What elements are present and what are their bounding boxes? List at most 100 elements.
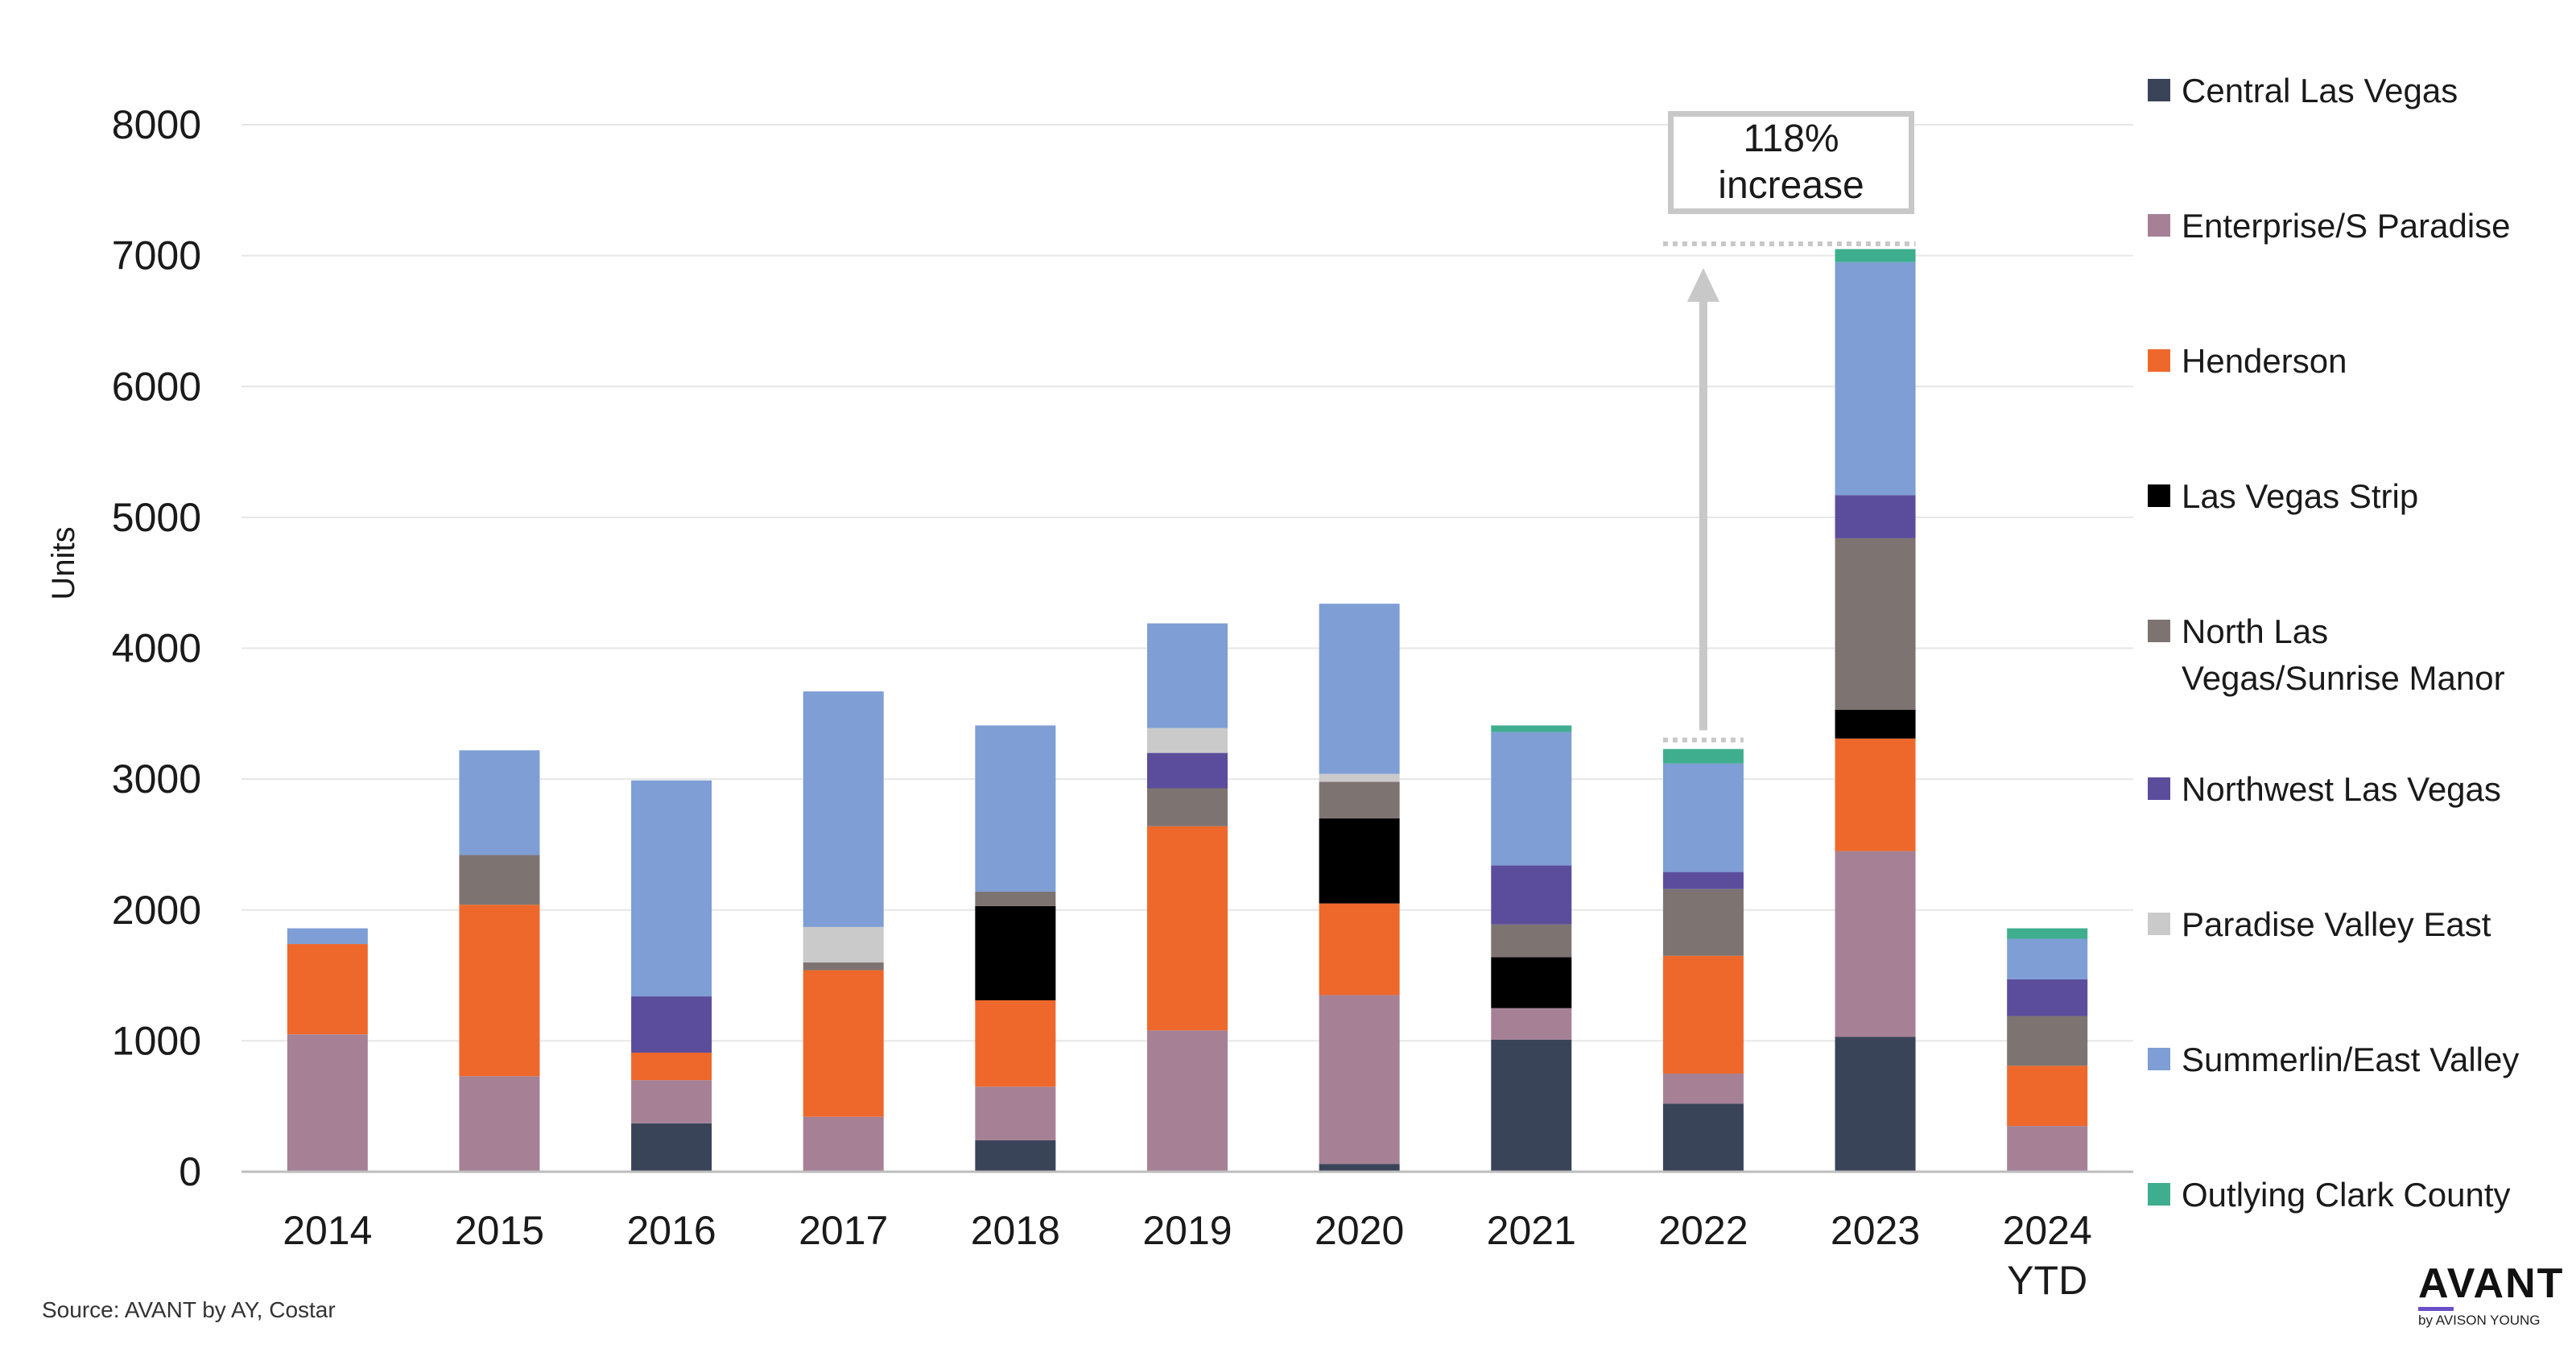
bar-segment: [1147, 788, 1228, 826]
legend-item: Las Vegas Strip: [2148, 473, 2576, 520]
bar-segment: [1147, 1030, 1228, 1172]
legend-swatch: [2148, 913, 2170, 935]
y-tick-label: 1000: [112, 1018, 201, 1063]
bar-segment: [1147, 623, 1228, 728]
bar-segment: [1147, 728, 1228, 753]
y-tick-label: 5000: [112, 495, 201, 540]
legend-label: Paradise Valley East: [2182, 901, 2491, 948]
bar-segment: [631, 1053, 712, 1081]
bar-segment: [287, 944, 368, 1035]
annotation-arrow-head: [1686, 267, 1719, 302]
x-tick-label-line: 2023: [1831, 1208, 1920, 1253]
y-tick-label: 2000: [112, 888, 201, 933]
bar-segment: [1319, 1164, 1400, 1172]
bars: [287, 249, 2088, 1172]
bar-segment: [2007, 1066, 2088, 1127]
logo-wordmark: AVANT: [2418, 1260, 2565, 1307]
bar-segment: [1491, 732, 1572, 866]
bar-segment: [1491, 865, 1572, 925]
bar-segment: [1662, 763, 1744, 872]
bar-segment: [2007, 1126, 2088, 1172]
annotation-box: 118% increase: [1668, 111, 1914, 214]
x-tick-label-line: 2017: [799, 1208, 888, 1253]
bar-segment: [631, 996, 712, 1053]
bar-segment: [975, 905, 1056, 1000]
bar-segment: [1835, 262, 1916, 496]
x-tick-label-line: 2022: [1658, 1208, 1748, 1253]
bar-segment: [2007, 928, 2088, 939]
legend-swatch: [2148, 484, 2170, 507]
legend-label-line: Henderson: [2182, 342, 2347, 380]
increase-annotation: [1662, 241, 1916, 743]
bar-segment: [1319, 781, 1400, 818]
legend-swatch: [2148, 349, 2170, 372]
legend-item: Northwest Las Vegas: [2148, 766, 2576, 813]
legend-label-line: Paradise Valley East: [2182, 905, 2491, 943]
legend-label-line: Northwest Las Vegas: [2182, 770, 2501, 808]
x-tick-label: 2022: [1658, 1208, 1748, 1253]
legend-label-line: North Las: [2182, 612, 2329, 650]
x-tick-label-line: 2015: [455, 1208, 544, 1253]
source-note: Source: AVANT by AY, Costar: [42, 1297, 336, 1322]
legend-swatch: [2148, 777, 2170, 800]
bar-segment: [1319, 773, 1400, 782]
bar-segment: [1662, 955, 1744, 1074]
bar-segment: [1491, 957, 1572, 1008]
bar-segment: [1835, 1037, 1916, 1172]
x-tick-label-line: 2024: [2003, 1208, 2092, 1253]
bar-segment: [1835, 495, 1916, 538]
x-tick-label-line: 2020: [1315, 1208, 1404, 1253]
bar-segment: [1147, 752, 1228, 789]
bar-segment: [1491, 924, 1572, 958]
x-tick-label-line: 2014: [283, 1208, 372, 1253]
bar-segment: [1491, 725, 1572, 732]
axes: 0 1000 2000 3000 4000 5000 6000 7000 8000 2014 201…: [112, 102, 2133, 1303]
x-tick-label-line: 2019: [1142, 1208, 1232, 1253]
bar-segment: [1319, 995, 1400, 1164]
bar-segment: [803, 970, 884, 1117]
legend-label: Central Las Vegas: [2182, 68, 2458, 114]
legend-label: Las Vegas Strip: [2182, 473, 2418, 520]
legend-swatch: [2148, 1048, 2170, 1070]
legend-label: Henderson: [2182, 338, 2347, 385]
bar-segment: [975, 1086, 1056, 1140]
y-tick-label: 4000: [112, 626, 201, 671]
bar-segment: [1319, 818, 1400, 904]
bar-segment: [459, 750, 540, 855]
bar-segment: [1662, 888, 1744, 956]
x-tick-label: 2021: [1487, 1208, 1576, 1253]
bar-segment: [1662, 872, 1744, 889]
legend-item: Outlying Clark County: [2148, 1172, 2576, 1218]
bar-segment: [459, 1076, 540, 1172]
legend-swatch: [2148, 79, 2170, 101]
y-tick-label: 6000: [112, 364, 201, 409]
bar-segment: [2007, 1016, 2088, 1066]
legend-swatch: [2148, 620, 2170, 642]
x-tick-label: 2019: [1142, 1208, 1232, 1253]
legend-swatch: [2148, 1183, 2170, 1206]
legend-item: Central Las Vegas: [2148, 68, 2576, 114]
legend-label-line: Central Las Vegas: [2182, 72, 2458, 109]
x-tick-label: 2017: [799, 1208, 888, 1253]
bar-segment: [975, 891, 1056, 906]
bar-segment: [803, 1116, 884, 1172]
bar-segment: [2007, 979, 2088, 1016]
y-axis-title: Units: [46, 526, 81, 600]
bar-segment: [631, 1123, 712, 1172]
bar-segment: [1662, 748, 1744, 764]
legend-item: Paradise Valley East: [2148, 901, 2576, 948]
legend-label: Summerlin/East Valley: [2182, 1037, 2519, 1083]
legend-swatch: [2148, 214, 2170, 237]
legend-item: Enterprise/S Paradise: [2148, 203, 2576, 249]
legend-label: Enterprise/S Paradise: [2182, 203, 2511, 249]
avant-logo: AVANT by AVISON YOUNG: [2418, 1260, 2565, 1329]
legend-label-line: Las Vegas Strip: [2182, 477, 2419, 515]
bar-segment: [1319, 604, 1400, 774]
x-tick-label: 2015: [455, 1208, 544, 1253]
bar-segment: [1835, 851, 1916, 1037]
bar-segment: [975, 1000, 1056, 1087]
y-tick-label: 7000: [112, 233, 201, 278]
x-tick-label: 2016: [626, 1208, 716, 1253]
legend-label-line: Summerlin/East Valley: [2182, 1041, 2520, 1078]
